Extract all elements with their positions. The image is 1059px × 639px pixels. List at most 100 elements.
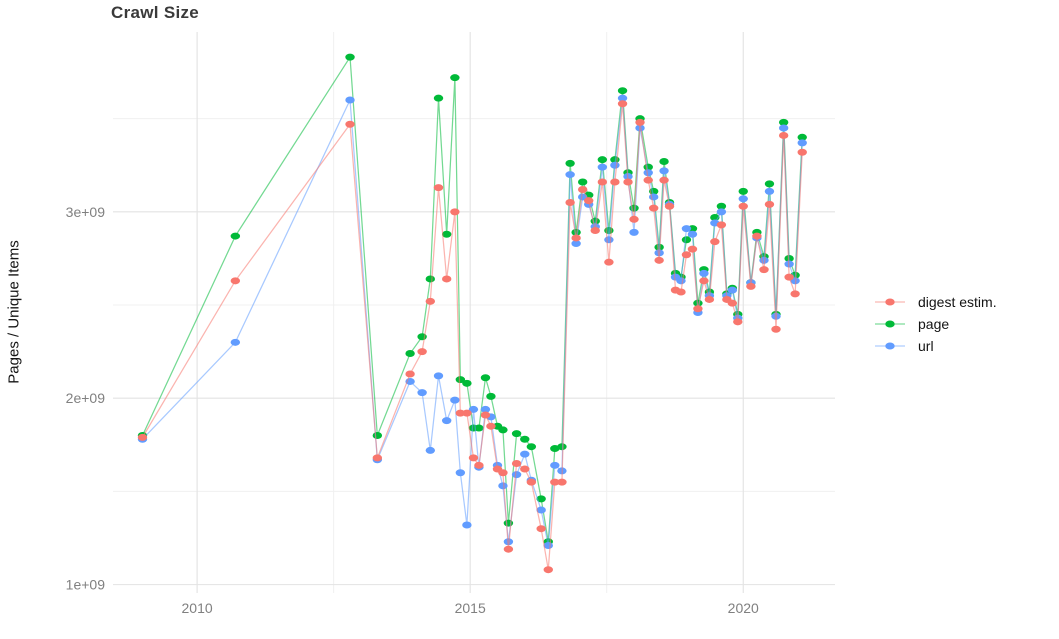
data-point xyxy=(455,469,466,477)
data-point xyxy=(617,100,628,108)
data-point xyxy=(462,409,472,417)
data-point xyxy=(565,159,575,167)
data-point xyxy=(433,184,444,192)
data-point xyxy=(345,96,355,104)
x-tick-label: 2010 xyxy=(182,600,213,616)
data-point xyxy=(716,221,727,229)
data-point xyxy=(450,208,460,216)
data-point xyxy=(643,176,653,184)
data-point xyxy=(577,185,588,193)
data-point xyxy=(372,432,383,440)
series-digest-estim- xyxy=(137,100,807,574)
data-point xyxy=(704,295,715,303)
data-point xyxy=(137,433,148,441)
y-tick-label: 1e+09 xyxy=(66,577,106,593)
data-point xyxy=(716,202,727,210)
data-point xyxy=(597,178,608,186)
data-point xyxy=(681,251,692,259)
data-point xyxy=(230,338,241,346)
data-point xyxy=(455,376,466,384)
data-point xyxy=(480,411,491,419)
data-point xyxy=(790,290,800,298)
data-point xyxy=(345,53,355,61)
data-point xyxy=(550,478,560,486)
data-point xyxy=(771,325,781,333)
data-point xyxy=(405,350,415,358)
y-tick-label: 3e+09 xyxy=(66,204,106,220)
data-point xyxy=(417,348,427,356)
data-point xyxy=(441,417,452,425)
data-point xyxy=(557,478,567,486)
data-point xyxy=(417,389,427,397)
data-point xyxy=(511,430,522,438)
series-line xyxy=(142,97,803,546)
data-point xyxy=(230,232,241,240)
data-point xyxy=(716,208,727,216)
data-point xyxy=(778,118,789,126)
data-point xyxy=(710,238,720,246)
data-point xyxy=(797,139,807,147)
data-point xyxy=(474,424,484,432)
data-point xyxy=(550,461,560,469)
data-point xyxy=(425,446,436,454)
data-point xyxy=(784,273,794,281)
data-point xyxy=(557,443,567,451)
data-point xyxy=(550,445,560,453)
data-point xyxy=(511,471,522,479)
gridlines-major xyxy=(113,32,835,593)
data-point xyxy=(503,545,514,553)
data-point xyxy=(441,230,452,238)
data-point xyxy=(597,156,608,164)
series-line xyxy=(141,103,803,570)
series-line xyxy=(141,55,803,542)
data-point xyxy=(590,226,600,234)
data-point xyxy=(659,176,669,184)
data-point xyxy=(536,525,546,533)
data-point xyxy=(372,454,383,462)
data-point xyxy=(635,118,645,126)
data-point xyxy=(230,277,241,285)
data-point xyxy=(610,161,620,169)
data-point xyxy=(498,469,508,477)
axis-tick-labels: 1e+09 2e+09 3e+09 2010 2015 2020 xyxy=(66,204,759,616)
data-point xyxy=(693,305,703,313)
data-point xyxy=(511,459,522,467)
data-point xyxy=(433,94,444,102)
data-point xyxy=(462,521,472,529)
data-point xyxy=(738,202,748,210)
data-point xyxy=(733,318,743,326)
data-point xyxy=(520,450,530,458)
data-point xyxy=(727,286,738,294)
data-point xyxy=(543,566,553,574)
data-point xyxy=(764,180,775,188)
data-point xyxy=(468,405,479,413)
data-point xyxy=(687,230,698,238)
legend-label-page: page xyxy=(918,316,950,332)
data-point xyxy=(629,228,639,236)
data-point xyxy=(659,158,669,166)
data-point xyxy=(764,187,775,195)
data-point xyxy=(455,409,466,417)
data-point xyxy=(565,199,575,207)
data-point xyxy=(797,133,807,141)
data-point xyxy=(520,465,530,473)
data-point xyxy=(480,374,491,382)
data-point xyxy=(462,379,472,387)
legend-key-digest-icon xyxy=(875,298,905,306)
data-point xyxy=(577,178,588,186)
data-point xyxy=(450,396,460,404)
data-point xyxy=(681,225,692,233)
legend-item-page: page xyxy=(874,313,997,335)
data-point xyxy=(738,187,748,195)
data-point xyxy=(565,171,575,179)
data-point xyxy=(450,74,460,82)
gridlines-minor xyxy=(113,32,835,593)
data-point xyxy=(425,275,436,283)
data-point xyxy=(659,167,669,175)
data-point xyxy=(345,120,355,128)
data-point xyxy=(486,392,496,400)
legend-item-url: url xyxy=(874,335,997,357)
data-point xyxy=(498,426,508,434)
data-point xyxy=(699,277,709,285)
